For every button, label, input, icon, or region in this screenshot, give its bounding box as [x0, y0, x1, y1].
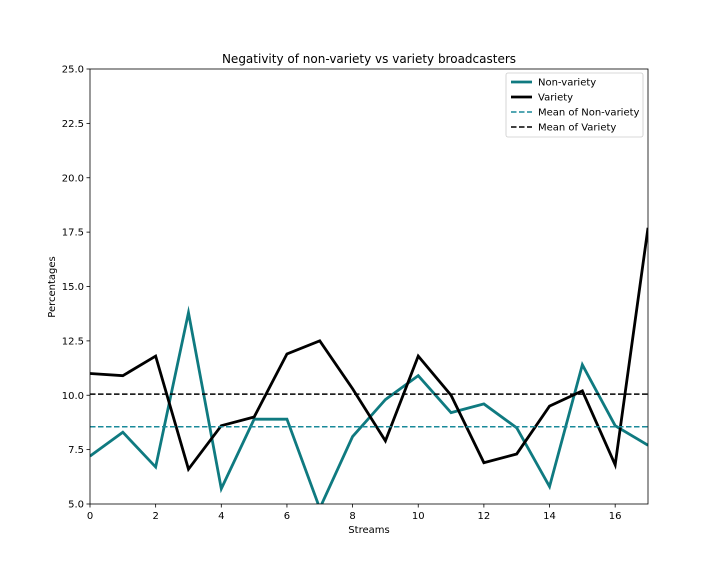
- legend-label: Non-variety: [538, 78, 596, 89]
- x-tick-label: 14: [543, 511, 556, 522]
- x-axis: 0 2 4 6 8 10 12 14 16: [87, 504, 622, 522]
- y-tick-label: 12.5: [62, 336, 84, 347]
- y-tick-label: 10.0: [62, 391, 84, 402]
- y-axis: 5.0 7.5 10.0 12.5 15.0 17.5 20.0 22.5 25.0: [62, 65, 90, 511]
- x-tick-label: 10: [412, 511, 425, 522]
- legend-label: Mean of Variety: [538, 123, 616, 134]
- legend-label: Variety: [538, 93, 573, 104]
- legend: Non-variety Variety Mean of Non-variety Mea…: [505, 72, 644, 138]
- series-line-variety: [90, 227, 648, 473]
- y-tick-label: 25.0: [62, 65, 84, 76]
- plot-lines: [90, 227, 648, 504]
- chart-title: Negativity of non-variety vs variety bro…: [222, 52, 516, 66]
- y-tick-label: 17.5: [62, 228, 84, 239]
- x-axis-label: Streams: [348, 525, 389, 536]
- x-tick-label: 12: [478, 511, 491, 522]
- series-line-non-variety: [90, 305, 648, 504]
- x-tick-label: 4: [218, 511, 224, 522]
- y-tick-label: 7.5: [68, 445, 84, 456]
- legend-label: Mean of Non-variety: [538, 108, 640, 119]
- y-tick-label: 20.0: [62, 173, 84, 184]
- y-tick-label: 22.5: [62, 119, 84, 130]
- x-tick-label: 16: [609, 511, 622, 522]
- x-tick-label: 6: [284, 511, 290, 522]
- y-tick-label: 15.0: [62, 282, 84, 293]
- y-tick-label: 5.0: [68, 500, 84, 511]
- x-tick-label: 8: [349, 511, 355, 522]
- legend-box: [505, 72, 644, 138]
- x-tick-label: 0: [87, 511, 93, 522]
- x-tick-label: 2: [152, 511, 158, 522]
- y-axis-label: Percentages: [47, 256, 58, 317]
